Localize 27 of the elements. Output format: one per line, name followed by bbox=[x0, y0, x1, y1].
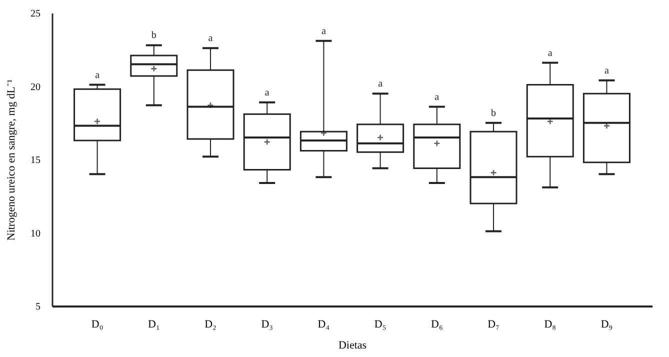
annotation: a bbox=[548, 48, 553, 59]
y-axis-title: Nitrogeno ureico en sangre, mg dL⁻¹ bbox=[6, 79, 18, 241]
x-tick-label: D₉ bbox=[600, 318, 613, 330]
annotation: a bbox=[378, 78, 384, 90]
y-tick-label: 5 bbox=[36, 302, 40, 312]
x-tick-label: D₅ bbox=[374, 318, 386, 330]
annotation: b bbox=[491, 108, 496, 119]
x-tick-label: D₄ bbox=[318, 318, 330, 330]
annotation: a bbox=[604, 65, 610, 76]
y-tick-label: 10 bbox=[30, 228, 40, 240]
x-tick-label: D₃ bbox=[261, 318, 274, 330]
annotation: a bbox=[264, 87, 270, 98]
x-axis-title: Dietas bbox=[338, 340, 367, 352]
annotation: a bbox=[208, 33, 214, 44]
x-tick-label: D₇ bbox=[488, 318, 500, 330]
x-tick-label: D₀ bbox=[91, 318, 104, 330]
x-tick-label: D₆ bbox=[431, 318, 443, 330]
x-tick-label: D₂ bbox=[204, 318, 217, 330]
x-tick-label: D₈ bbox=[544, 318, 556, 330]
y-tick-label: 15 bbox=[30, 155, 40, 166]
y-tick-label: 20 bbox=[30, 82, 40, 93]
annotation: b bbox=[151, 30, 156, 42]
annotation: a bbox=[434, 92, 440, 103]
y-tick-label: 25 bbox=[30, 8, 40, 20]
x-tick-label: D₁ bbox=[148, 318, 160, 330]
annotation: a bbox=[95, 70, 100, 81]
annotation: a bbox=[321, 26, 326, 37]
